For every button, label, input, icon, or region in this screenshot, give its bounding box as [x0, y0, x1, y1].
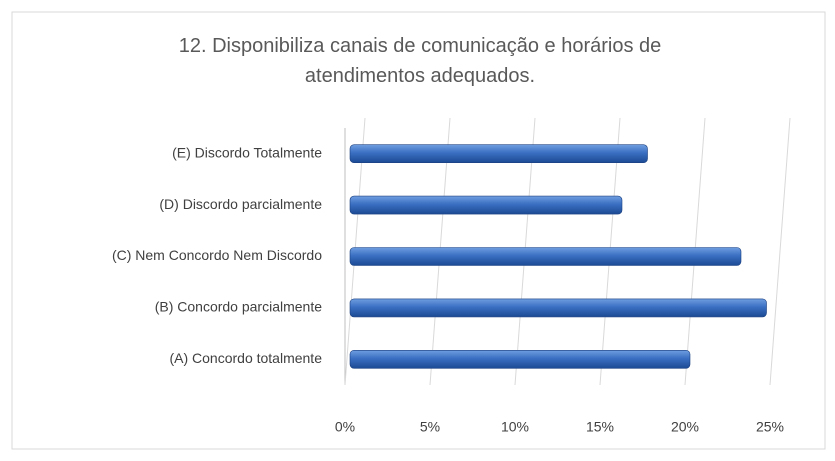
x-tick-label: 0% — [335, 419, 355, 435]
x-tick-label: 25% — [756, 419, 784, 435]
bar — [349, 349, 691, 369]
bar — [349, 144, 648, 163]
y-tick-label: (D) Discordo parcialmente — [159, 196, 322, 212]
y-tick-label: (A) Concordo totalmente — [169, 350, 322, 366]
title-line: 12. Disponibiliza canais de comunicação … — [179, 35, 662, 57]
grid-line — [769, 117, 791, 386]
chart-title: 12. Disponibiliza canais de comunicação … — [179, 35, 662, 87]
y-tick-label: (E) Discordo Totalmente — [172, 144, 322, 160]
x-tick-label: 10% — [501, 419, 529, 435]
chart-frame — [11, 11, 826, 450]
title-line: atendimentos adequados. — [305, 65, 535, 87]
bar — [349, 247, 742, 266]
bar — [349, 195, 623, 215]
bar — [349, 298, 767, 318]
y-tick-label: (B) Concordo parcialmente — [155, 299, 323, 315]
x-tick-label: 5% — [420, 419, 440, 435]
y-tick-label: (C) Nem Concordo Nem Discordo — [112, 247, 322, 263]
x-tick-label: 15% — [586, 419, 614, 435]
x-tick-label: 20% — [671, 419, 699, 435]
